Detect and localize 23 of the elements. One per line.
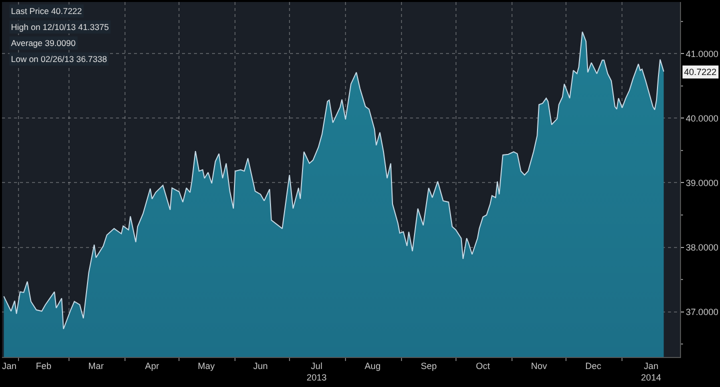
x-tick-label: Jul 2013	[306, 360, 327, 382]
y-tick-label: 41.0000	[686, 48, 718, 59]
x-tick-label: May	[198, 360, 216, 371]
x-tick-label: Nov	[530, 360, 548, 371]
x-tick-label: Aug	[364, 360, 381, 371]
x-tick-label: Jun	[253, 360, 268, 371]
x-tick-label: Jan 2014	[641, 360, 662, 382]
y-tick-label: 39.0000	[686, 178, 718, 188]
x-tick-label: Feb	[36, 360, 52, 371]
y-tick-label: 38.0000	[686, 242, 718, 252]
x-tick-label: Apr	[145, 360, 160, 371]
y-tick-label: 40.0000	[686, 113, 718, 124]
x-tick-label: Jan	[2, 360, 16, 371]
annotation: 40.7222	[684, 67, 717, 77]
annotation: High on 12/10/13 41.3375	[11, 22, 110, 32]
x-tick-label: Sep	[420, 360, 437, 371]
annotation: Last Price 40.7222	[11, 6, 82, 16]
annotation: Low on 02/26/13 36.7338	[11, 54, 108, 64]
x-tick-label: Dec	[585, 360, 602, 371]
y-tick-label: 37.0000	[686, 306, 718, 317]
x-tick-label: Mar	[88, 360, 104, 371]
annotation: Average 39.0090	[11, 38, 76, 48]
x-tick-label: Oct	[476, 360, 490, 371]
